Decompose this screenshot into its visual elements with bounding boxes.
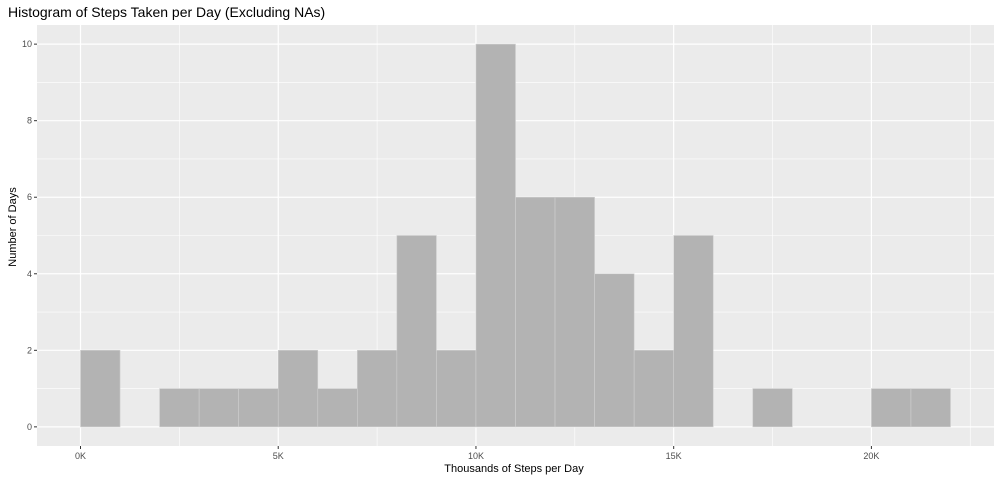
- histogram-bar: [277, 350, 319, 428]
- histogram-bar: [752, 388, 793, 428]
- histogram-bar: [515, 196, 556, 428]
- x-tick-label: 10K: [468, 451, 484, 461]
- x-axis-label: Thousands of Steps per Day: [444, 463, 584, 475]
- histogram-bar: [159, 388, 200, 428]
- x-tick-label: 20K: [863, 451, 879, 461]
- chart-title: Histogram of Steps Taken per Day (Exclud…: [8, 4, 326, 20]
- x-tick-label: 15K: [666, 451, 682, 461]
- histogram-bar: [594, 273, 635, 428]
- histogram-bar: [871, 388, 912, 428]
- histogram-bar: [910, 388, 951, 428]
- y-tick-label: 6: [27, 192, 32, 202]
- histogram-bars: [80, 43, 951, 428]
- y-tick-label: 0: [27, 422, 32, 432]
- histogram-bar: [673, 235, 714, 428]
- histogram-bar: [436, 350, 477, 428]
- y-tick-label: 8: [27, 116, 32, 126]
- x-tick-label: 0K: [75, 451, 86, 461]
- x-tick-label: 5K: [273, 451, 284, 461]
- histogram-bar: [396, 235, 437, 428]
- y-tick-label: 4: [27, 269, 32, 279]
- x-axis-ticks: 0K 5K 10K 15K 20K: [75, 446, 879, 461]
- histogram-bar: [317, 388, 358, 428]
- histogram-bar: [554, 196, 595, 428]
- histogram-bar: [357, 350, 398, 428]
- histogram-bar: [475, 43, 516, 428]
- y-axis-ticks: 0 2 4 6 8 10: [22, 39, 37, 432]
- histogram-bar: [238, 388, 279, 428]
- y-tick-label: 10: [22, 39, 32, 49]
- histogram-bar: [80, 350, 121, 428]
- histogram-bar: [633, 350, 674, 428]
- histogram-bar: [198, 388, 239, 428]
- y-tick-label: 2: [27, 345, 32, 355]
